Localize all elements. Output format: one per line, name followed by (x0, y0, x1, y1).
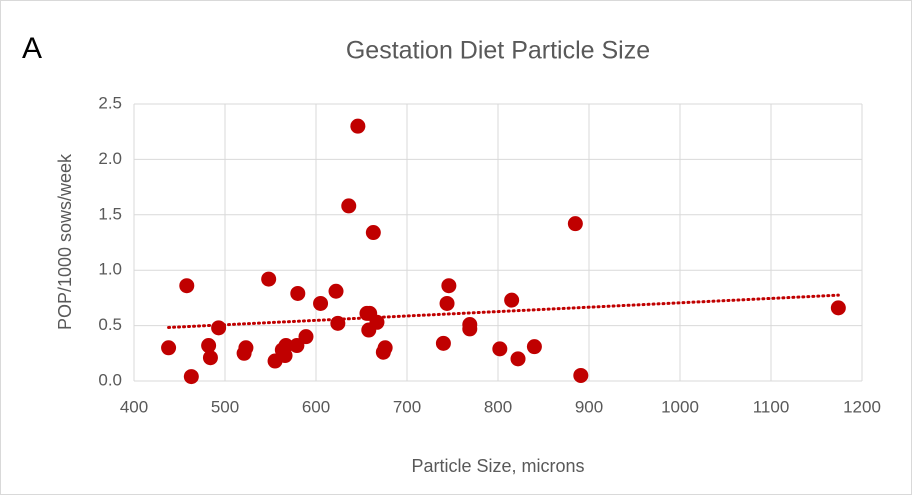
point (567, 216, 583, 232)
point (350, 118, 366, 134)
point (830, 300, 846, 316)
point (462, 321, 478, 337)
x-axis-label: Particle Size, microns (411, 456, 584, 476)
grid (133, 103, 863, 382)
x-tick-label: 700 (393, 397, 421, 416)
point (510, 351, 526, 367)
point (161, 340, 177, 356)
point (179, 278, 195, 294)
point (330, 315, 346, 331)
point (439, 295, 455, 311)
point (183, 369, 199, 385)
y-tick-label: 0.5 (98, 315, 122, 334)
point (365, 225, 381, 241)
x-tick-label: 1000 (661, 397, 699, 416)
point (369, 314, 385, 330)
point (298, 329, 314, 345)
y-tick-label: 2.5 (98, 93, 122, 112)
x-tick-label: 500 (211, 397, 239, 416)
x-tick-label: 600 (302, 397, 330, 416)
point (313, 295, 329, 311)
point (377, 340, 393, 356)
panel-label: A (22, 32, 42, 65)
point (492, 341, 508, 357)
x-tick-label: 900 (575, 397, 603, 416)
x-tick-label: 800 (484, 397, 512, 416)
point (441, 278, 457, 294)
point (328, 283, 344, 299)
y-tick-label: 2.0 (98, 149, 122, 168)
point (211, 320, 227, 336)
marks (161, 118, 846, 385)
x-tick-label: 1100 (753, 397, 790, 416)
point (526, 339, 542, 355)
point (202, 350, 218, 366)
point (573, 367, 589, 383)
point (238, 340, 254, 356)
trendline (167, 293, 840, 329)
point (341, 198, 357, 214)
y-tick-label: 1.5 (98, 204, 122, 223)
y-axis-label: POP/1000 sows/week (55, 153, 75, 330)
point (504, 292, 520, 308)
point (261, 271, 277, 287)
point (278, 338, 294, 354)
y-tick-label: 1.0 (98, 260, 122, 279)
y-tick-label: 0.0 (98, 370, 122, 389)
chart-title: Gestation Diet Particle Size (346, 37, 650, 65)
x-tick-label: 400 (120, 397, 148, 416)
point (201, 338, 217, 354)
point (435, 335, 451, 351)
point (290, 285, 306, 301)
x-tick-label: 1200 (843, 397, 881, 416)
